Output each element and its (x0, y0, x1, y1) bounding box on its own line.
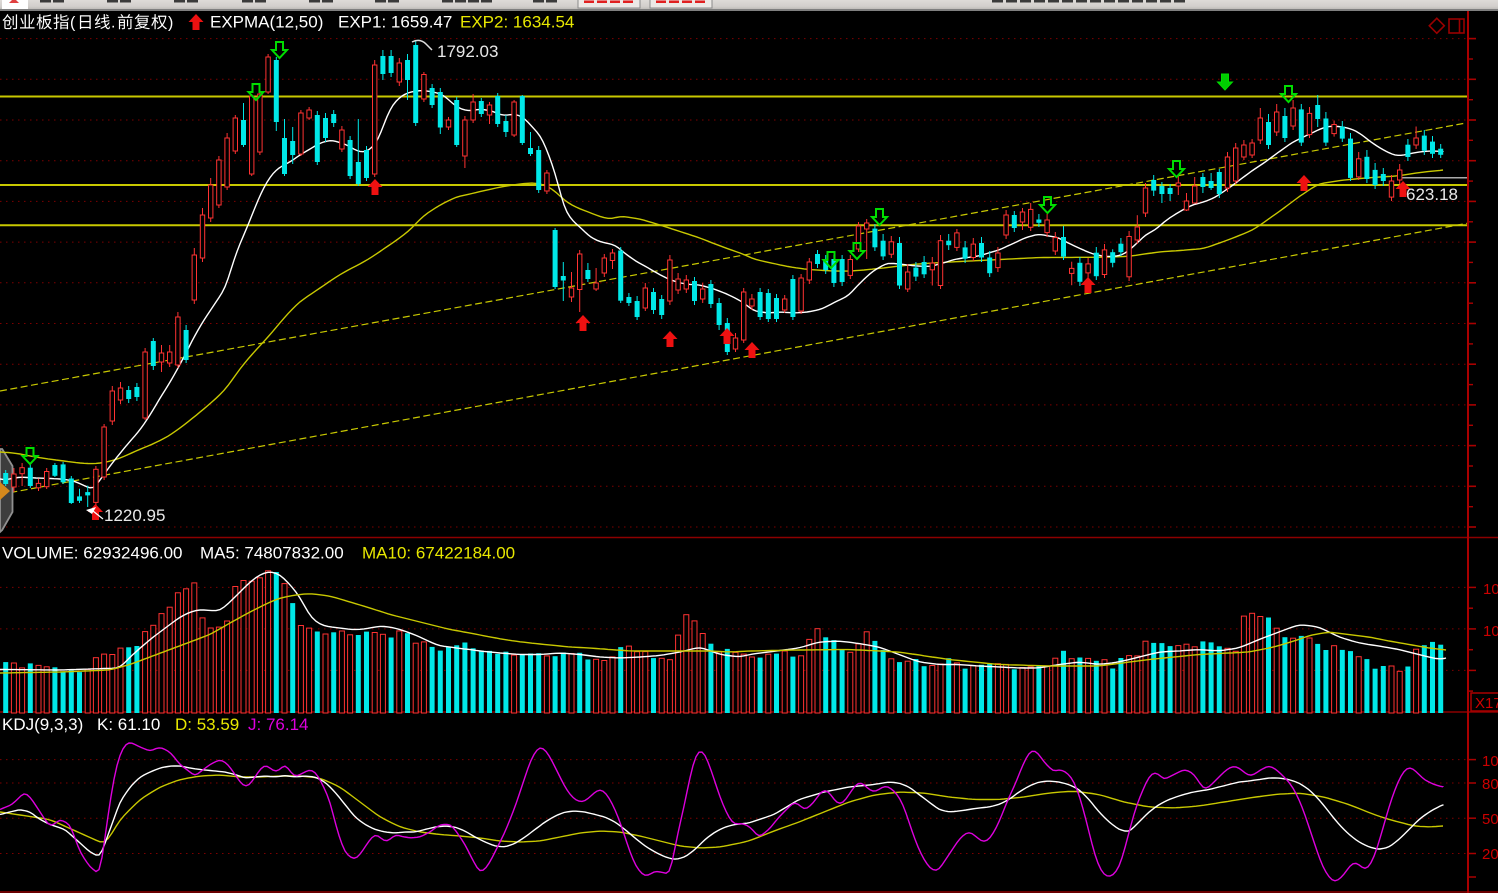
svg-text:1220.95: 1220.95 (104, 506, 165, 525)
svg-text:623.18: 623.18 (1406, 185, 1458, 204)
svg-text:10: 10 (1483, 623, 1498, 640)
svg-text:1792.03: 1792.03 (437, 42, 498, 61)
svg-text:EXPMA(12,50): EXPMA(12,50) (210, 13, 323, 32)
svg-text:): ) (168, 15, 173, 32)
svg-text:.: . (111, 15, 115, 32)
svg-text:EXP2: 1634.54: EXP2: 1634.54 (460, 13, 574, 32)
svg-text:D: 53.59: D: 53.59 (175, 715, 239, 734)
svg-text:K: 61.10: K: 61.10 (97, 715, 160, 734)
svg-text:VOLUME: 62932496.00: VOLUME: 62932496.00 (2, 544, 183, 563)
svg-text:EXP1: 1659.47: EXP1: 1659.47 (338, 13, 452, 32)
svg-text:X17: X17 (1475, 695, 1498, 712)
svg-text:10: 10 (1483, 581, 1498, 598)
svg-text:100: 100 (1482, 753, 1498, 770)
svg-text:J: 76.14: J: 76.14 (248, 715, 309, 734)
svg-text:20: 20 (1482, 846, 1498, 863)
svg-text:80: 80 (1482, 776, 1498, 793)
svg-text:50: 50 (1482, 811, 1498, 828)
svg-text:KDJ(9,3,3): KDJ(9,3,3) (2, 715, 83, 734)
svg-text:MA10: 67422184.00: MA10: 67422184.00 (362, 544, 515, 563)
svg-text:(: ( (70, 15, 76, 32)
svg-text:MA5: 74807832.00: MA5: 74807832.00 (200, 544, 344, 563)
